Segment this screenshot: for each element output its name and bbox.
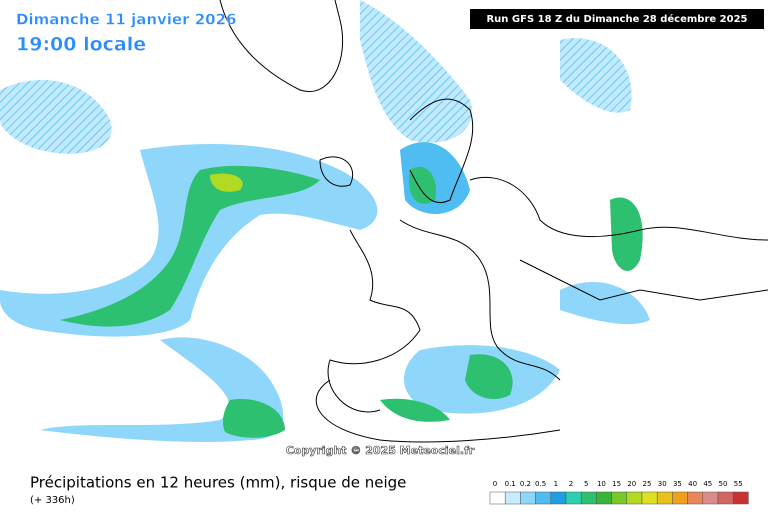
legend-label: 25 [643, 480, 652, 488]
legend-label: 40 [688, 480, 697, 488]
legend-label: 0.5 [535, 480, 546, 488]
time-label: 19:00 locale [16, 34, 146, 56]
legend-swatch [717, 491, 734, 505]
legend-label: 1 [554, 480, 558, 488]
copyright: Copyright © 2025 Meteociel.fr [286, 444, 475, 457]
date-label: Dimanche 11 janvier 2026 [16, 11, 237, 29]
legend-swatch [535, 491, 552, 505]
legend-swatch [596, 491, 612, 505]
footer-title: Précipitations en 12 heures (mm), risque… [30, 474, 406, 492]
legend-label: 0.2 [520, 480, 531, 488]
legend-label: 55 [734, 480, 743, 488]
legend-swatch [702, 491, 719, 505]
legend-label: 30 [658, 480, 667, 488]
legend-swatch [489, 491, 506, 505]
legend-swatch [580, 491, 597, 505]
legend-swatch [672, 491, 688, 505]
legend-label: 0 [493, 480, 497, 488]
legend-label: 5 [584, 480, 588, 488]
run-label: Run GFS 18 Z du Dimanche 28 décembre 202… [486, 13, 747, 25]
legend-label: 35 [673, 480, 682, 488]
legend-label: 15 [612, 480, 621, 488]
coastlines [219, 0, 768, 443]
legend: 0 0.1 0.2 0.5 1 2 5 10 15 20 25 30 35 40 45 50 55 [489, 480, 749, 505]
legend-label: 45 [703, 480, 712, 488]
legend-label: 50 [719, 480, 728, 488]
footer-lead: (+ 336h) [30, 495, 75, 506]
precipitation [0, 0, 650, 442]
legend-label: 20 [627, 480, 636, 488]
legend-swatch [565, 491, 582, 505]
legend-swatch [611, 491, 628, 505]
legend-swatch [687, 491, 704, 505]
legend-swatch [626, 491, 643, 505]
legend-label: 10 [597, 480, 606, 488]
legend-label: 2 [569, 480, 573, 488]
legend-swatch [520, 491, 536, 505]
legend-swatch [504, 491, 521, 505]
legend-swatch [550, 491, 567, 505]
legend-swatch [656, 491, 673, 505]
legend-label: 0.1 [505, 480, 516, 488]
run-banner [470, 9, 764, 29]
legend-swatch [732, 491, 749, 505]
legend-swatch [641, 491, 658, 505]
